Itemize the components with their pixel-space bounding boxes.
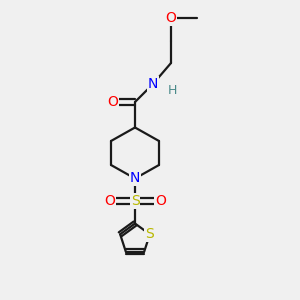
Text: O: O bbox=[166, 11, 176, 25]
Text: S: S bbox=[130, 194, 140, 208]
Text: O: O bbox=[155, 194, 166, 208]
Text: N: N bbox=[148, 77, 158, 91]
Text: O: O bbox=[104, 194, 115, 208]
Text: O: O bbox=[107, 95, 118, 109]
Text: N: N bbox=[130, 172, 140, 185]
Text: H: H bbox=[168, 83, 177, 97]
Text: S: S bbox=[146, 227, 154, 241]
